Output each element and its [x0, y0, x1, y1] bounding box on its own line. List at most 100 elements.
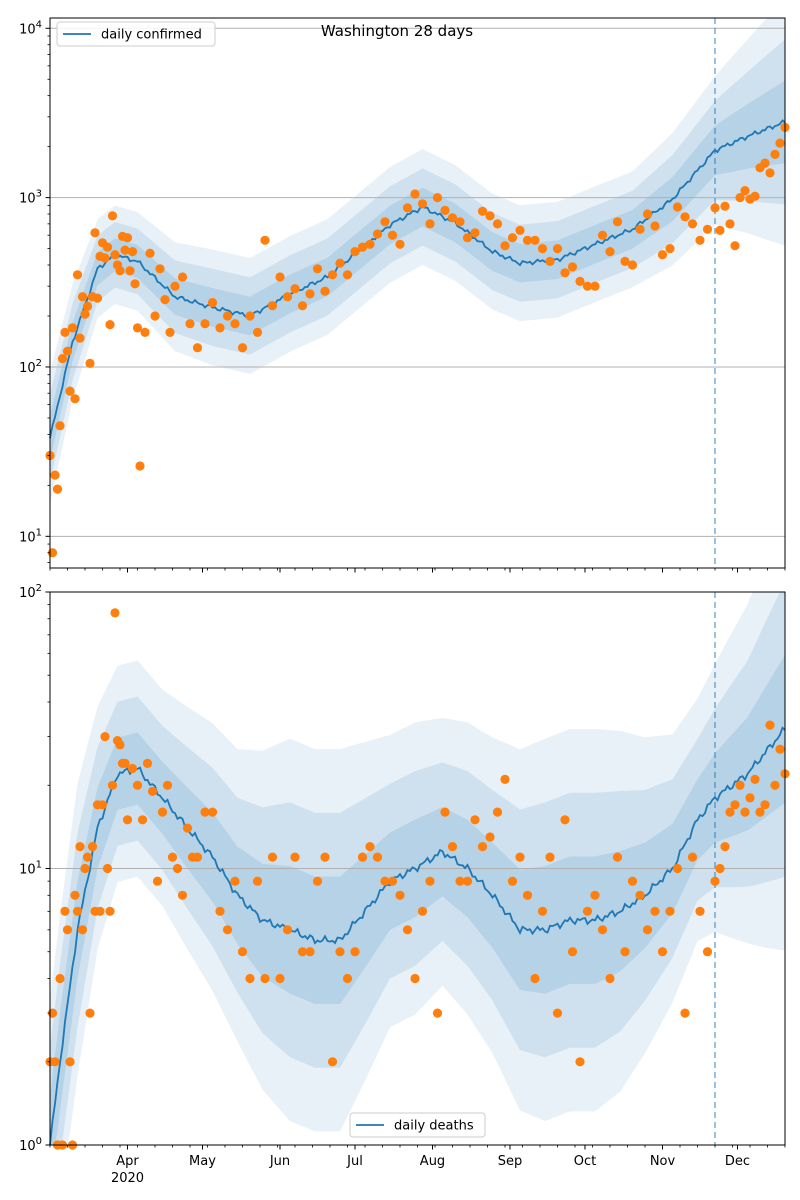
deaths-point [252, 876, 263, 886]
deaths-point [237, 947, 248, 957]
deaths-xtick-label: Dec [725, 1154, 750, 1169]
deaths-point [537, 906, 548, 916]
confirmed-point [55, 421, 65, 431]
deaths-point [127, 763, 138, 774]
deaths-point [77, 925, 88, 935]
confirmed-point [90, 228, 100, 238]
deaths-x-ticks: Apr 2020 May Jun Jul Aug Sep Oct Nov Dec [49, 1145, 786, 1186]
deaths-point [725, 807, 735, 817]
deaths-legend: daily deaths [349, 1112, 486, 1138]
confirmed-point [192, 343, 203, 353]
deaths-xtick-label: Aug [420, 1154, 445, 1169]
deaths-point [507, 876, 518, 886]
deaths-point [372, 852, 383, 862]
deaths-point [157, 807, 168, 817]
deaths-xtick-label: Nov [650, 1154, 676, 1169]
deaths-point [120, 758, 130, 769]
confirmed-point [642, 209, 653, 219]
confirmed-point [297, 301, 308, 311]
deaths-point [477, 842, 488, 852]
confirmed-point [230, 319, 240, 329]
deaths-xtick-label: Jul [346, 1154, 363, 1169]
confirmed-point [335, 258, 345, 268]
confirmed-point [612, 217, 623, 227]
deaths-xtick-label: Jun [269, 1154, 290, 1169]
confirmed-point [750, 191, 760, 201]
confirmed-ytick-label: 104 [19, 19, 42, 37]
deaths-point [760, 800, 770, 810]
confirmed-point [60, 327, 70, 337]
confirmed-point [320, 286, 330, 296]
confirmed-point [710, 203, 720, 213]
deaths-point [715, 863, 725, 874]
confirmed-point [760, 158, 770, 168]
confirmed-point [267, 301, 278, 311]
confirmed-point [597, 230, 608, 240]
confirmed-point [522, 235, 533, 245]
confirmed-point [650, 221, 660, 231]
confirmed-point [477, 206, 488, 216]
confirmed-point [440, 205, 450, 215]
confirmed-point [590, 281, 600, 291]
confirmed-point [92, 293, 103, 303]
deaths-points [45, 608, 790, 1150]
confirmed-point [350, 247, 360, 257]
deaths-point [575, 1057, 585, 1067]
deaths-point [402, 925, 413, 935]
deaths-point [350, 947, 360, 957]
confirmed-legend-box [56, 21, 216, 47]
confirmed-point [62, 346, 73, 356]
deaths-point [102, 863, 113, 874]
deaths-point [765, 720, 775, 730]
deaths-point [470, 815, 480, 825]
confirmed-point [560, 268, 570, 278]
deaths-point [260, 973, 270, 984]
deaths-point [710, 876, 720, 886]
deaths-point [560, 815, 570, 825]
deaths-point [627, 876, 638, 886]
deaths-point [597, 925, 608, 935]
confirmed-point [200, 319, 210, 329]
confirmed-point [185, 319, 195, 329]
deaths-point [492, 807, 503, 817]
confirmed-point [145, 248, 155, 258]
deaths-point [380, 876, 390, 886]
deaths-point [50, 1057, 60, 1067]
deaths-point [177, 890, 188, 900]
deaths-point [357, 852, 368, 862]
confirmed-point [52, 484, 63, 494]
deaths-point [65, 1057, 75, 1067]
deaths-point [105, 906, 115, 916]
confirmed-point [515, 225, 525, 235]
confirmed-point [245, 311, 255, 321]
deaths-xtick-label: Oct [574, 1154, 596, 1169]
confirmed-point [410, 189, 420, 199]
deaths-point [775, 744, 785, 754]
deaths-point [275, 973, 285, 984]
deaths-point [152, 876, 163, 886]
deaths-point [500, 774, 510, 785]
deaths-point [515, 852, 525, 862]
confirmed-point [530, 235, 540, 245]
deaths-point [207, 807, 218, 817]
deaths-point [320, 852, 330, 862]
deaths-point [552, 1008, 563, 1018]
confirmed-band-1 [50, 18, 785, 505]
confirmed-point [110, 250, 120, 260]
confirmed-point [290, 284, 300, 294]
deaths-point [687, 852, 698, 862]
confirmed-point [85, 358, 95, 368]
deaths-point [147, 786, 158, 797]
deaths-point [107, 780, 118, 790]
confirmed-point [312, 264, 323, 274]
confirmed-point [740, 186, 750, 196]
deaths-point [545, 852, 555, 862]
confirmed-point [127, 247, 138, 257]
deaths-point [245, 973, 255, 984]
confirmed-point [65, 386, 75, 396]
confirmed-point [627, 260, 638, 270]
confirmed-point [725, 219, 735, 229]
confirmed-point [130, 279, 140, 289]
confirmed-point [252, 327, 263, 337]
confirmed-point [160, 295, 170, 305]
